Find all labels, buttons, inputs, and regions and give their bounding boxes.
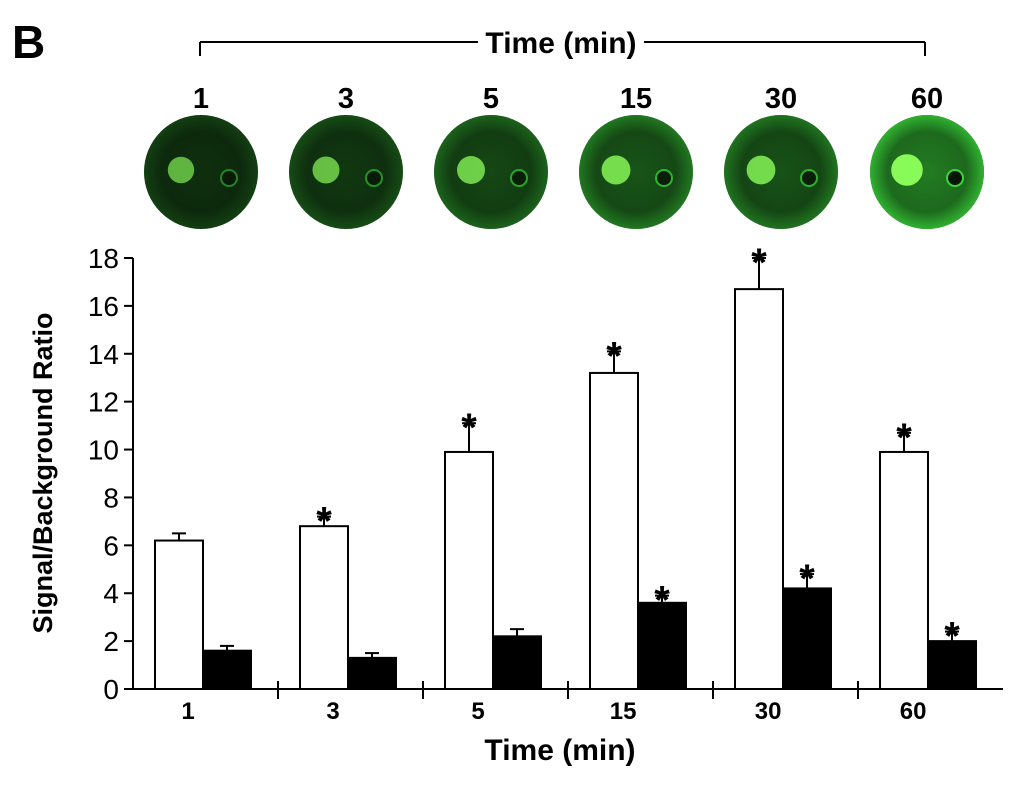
significance-star: * — [751, 241, 767, 285]
y-tick-label: 6 — [103, 530, 119, 561]
well-glow — [724, 115, 838, 229]
y-tick-label: 18 — [88, 243, 119, 274]
bar-white — [154, 539, 204, 690]
bright-spot — [746, 155, 776, 185]
image-time-label: 60 — [911, 83, 943, 115]
time-header-title: Time (min) — [485, 27, 636, 60]
fluorescence-well-image — [579, 115, 693, 229]
image-time-label: 3 — [338, 83, 354, 115]
y-tick-label: 16 — [88, 291, 119, 322]
x-tick-label: 3 — [326, 698, 339, 725]
y-axis: 0 2 4 6 8 10 12 14 16 18 — [88, 243, 134, 705]
well-glow — [434, 115, 548, 229]
panel-label: B — [12, 16, 45, 68]
time-header: Time (min) — [199, 27, 926, 60]
fluorescence-well-image — [724, 115, 838, 229]
small-spot — [220, 169, 238, 187]
y-axis-label: Signal/Background Ratio — [28, 312, 58, 633]
well-glow — [870, 115, 984, 229]
bar-black — [202, 649, 252, 691]
small-spot — [800, 169, 818, 187]
x-axis: 1 3 5 15 30 60 — [133, 681, 1003, 725]
significance-star: * — [316, 500, 332, 544]
well-glow — [289, 115, 403, 229]
bar-black — [637, 601, 687, 690]
bar-black — [492, 635, 542, 690]
bright-spot — [457, 156, 485, 184]
y-tick-label: 12 — [88, 387, 119, 418]
y-tick-label: 4 — [103, 578, 119, 609]
bright-spot — [312, 156, 340, 184]
bar-white — [589, 371, 639, 690]
image-time-label: 1 — [193, 83, 209, 115]
x-tick-label: 15 — [610, 698, 637, 725]
x-axis-label: Time (min) — [484, 734, 635, 767]
well-glow — [579, 115, 693, 229]
small-spot — [946, 169, 964, 187]
image-time-label: 30 — [765, 83, 797, 115]
bright-spot — [167, 156, 195, 184]
bar-black — [347, 656, 397, 690]
small-spot — [365, 169, 383, 187]
bright-spot — [601, 155, 631, 185]
y-tick-label: 2 — [103, 626, 119, 657]
fluorescence-image-row: 1 3 5 15 30 60 — [144, 83, 984, 229]
fluorescence-well-image — [434, 115, 548, 229]
x-tick-label: 5 — [471, 698, 484, 725]
fluorescence-well-image — [870, 115, 984, 229]
bar-chart: Signal/Background Ratio Time (min) 0 2 4 6 8… — [28, 241, 1003, 767]
x-tick-label: 60 — [900, 698, 927, 725]
bar-black — [782, 587, 832, 691]
bar-white — [299, 525, 349, 691]
y-tick-label: 10 — [88, 435, 119, 466]
x-tick-label: 1 — [181, 698, 194, 725]
bright-spot — [891, 154, 923, 186]
fluorescence-well-image — [144, 115, 258, 229]
significance-star: * — [461, 406, 477, 450]
image-time-label: 5 — [483, 83, 499, 115]
bars: * * * * * * * * — [154, 241, 977, 691]
y-tick-label: 0 — [103, 674, 119, 705]
x-tick-label: 30 — [755, 698, 782, 725]
y-tick-label: 14 — [88, 339, 119, 370]
image-time-label: 15 — [620, 83, 652, 115]
bar-white — [879, 450, 929, 691]
y-tick-label: 8 — [103, 482, 119, 513]
well-glow — [144, 115, 258, 229]
small-spot — [655, 169, 673, 187]
fluorescence-well-image — [289, 115, 403, 229]
significance-star: * — [654, 579, 670, 623]
significance-star: * — [606, 334, 622, 378]
significance-star: * — [896, 416, 912, 460]
bar-white — [444, 450, 494, 691]
significance-star: * — [944, 615, 960, 659]
bar-white — [734, 288, 784, 690]
significance-star: * — [799, 557, 815, 601]
small-spot — [510, 169, 528, 187]
